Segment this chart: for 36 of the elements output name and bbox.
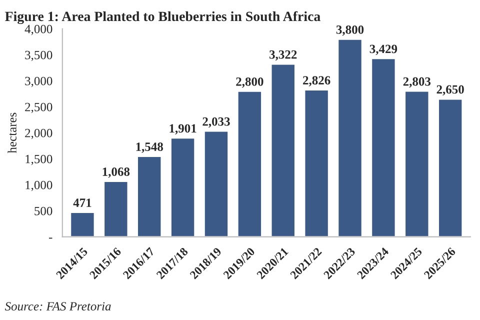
chart-title: Figure 1: Area Planted to Blueberries in South Africa bbox=[5, 11, 320, 24]
data-label: 2,650 bbox=[436, 85, 464, 96]
data-label: 3,322 bbox=[270, 50, 297, 61]
bar bbox=[103, 180, 129, 237]
data-label: 1,901 bbox=[170, 124, 196, 134]
y-tick-label: 1,000 bbox=[26, 180, 52, 192]
data-label: 1,068 bbox=[102, 168, 130, 178]
data-label: 2,033 bbox=[202, 117, 230, 128]
source-note: Source: FAS Pretoria bbox=[4, 302, 111, 311]
data-label: 1,548 bbox=[136, 142, 163, 153]
y-tick-label: - bbox=[48, 238, 52, 239]
data-label: 3,800 bbox=[336, 25, 364, 36]
bar bbox=[370, 58, 396, 237]
bar bbox=[170, 137, 196, 237]
bar bbox=[404, 90, 430, 237]
bar bbox=[236, 90, 262, 237]
bar bbox=[204, 130, 229, 237]
bar bbox=[337, 38, 363, 237]
data-label: 3,429 bbox=[370, 44, 398, 55]
y-tick-label: 3,500 bbox=[25, 50, 52, 62]
bar bbox=[136, 156, 162, 237]
y-axis-title: hectares bbox=[8, 112, 16, 154]
data-label: 2,803 bbox=[403, 77, 431, 88]
y-tick-label: 1,500 bbox=[26, 154, 52, 166]
y-tick-label: 500 bbox=[34, 206, 52, 216]
data-label: 2,826 bbox=[303, 76, 330, 86]
bar bbox=[270, 63, 296, 237]
bar bbox=[70, 212, 96, 237]
bar bbox=[304, 89, 330, 237]
y-tick-label: 4,000 bbox=[24, 24, 52, 36]
y-tick-label: 2,000 bbox=[25, 128, 52, 140]
y-tick-label: 3,000 bbox=[25, 76, 52, 88]
y-tick-label: 2,500 bbox=[25, 102, 52, 114]
bar bbox=[438, 98, 464, 237]
data-label: 2,800 bbox=[236, 77, 264, 88]
data-label: 471 bbox=[73, 198, 92, 207]
